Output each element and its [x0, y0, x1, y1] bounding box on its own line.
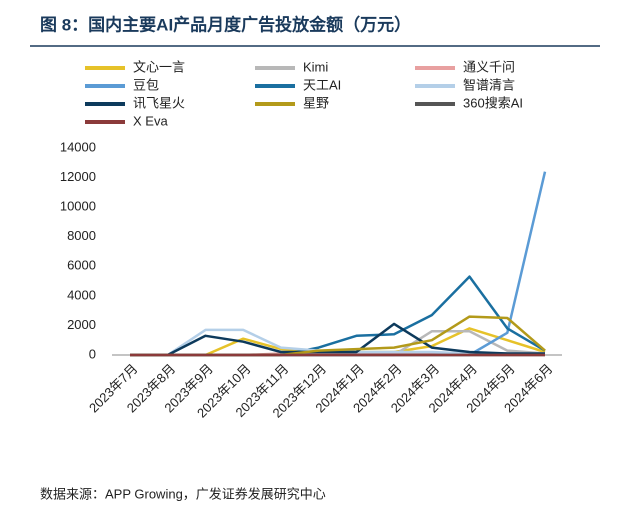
y-tick-label: 12000	[60, 169, 96, 184]
y-tick-label: 6000	[67, 258, 96, 273]
y-tick-label: 0	[89, 346, 96, 361]
legend-label: 天工AI	[303, 77, 341, 92]
series-line	[130, 315, 546, 357]
series-line	[130, 171, 547, 357]
legend-label: 讯飞星火	[133, 95, 185, 110]
y-tick-label: 2000	[67, 317, 96, 332]
source-note: 数据来源：APP Growing，广发证券发展研究中心	[40, 486, 326, 501]
series-line	[130, 322, 545, 357]
legend-label: 通义千问	[463, 59, 515, 74]
legend-label: 360搜索AI	[463, 95, 523, 110]
legend-label: 豆包	[133, 77, 159, 92]
legend-label: 文心一言	[133, 59, 185, 74]
legend-label: 智谱清言	[463, 77, 515, 92]
chart-title: 图 8：国内主要AI产品月度广告投放金额（万元）	[40, 14, 411, 34]
y-tick-label: 10000	[60, 199, 96, 214]
legend-label: X Eva	[133, 113, 168, 128]
y-tick-label: 14000	[60, 139, 96, 154]
y-tick-label: 4000	[67, 287, 96, 302]
legend-label: Kimi	[303, 59, 328, 74]
y-tick-label: 8000	[67, 228, 96, 243]
legend-label: 星野	[303, 95, 329, 110]
